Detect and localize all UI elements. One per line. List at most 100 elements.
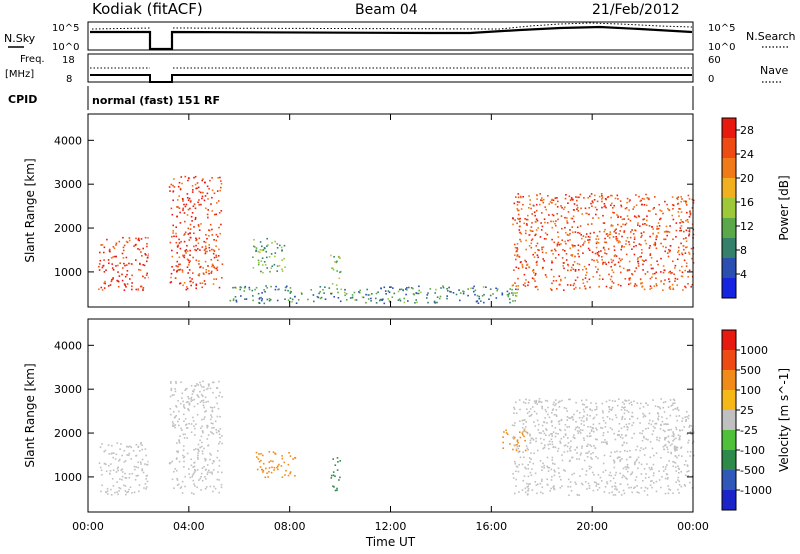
echo-cell [527, 402, 530, 404]
echo-cell [194, 218, 197, 221]
echo-cell [635, 204, 638, 206]
echo-cell [593, 231, 595, 234]
echo-cell [142, 247, 144, 250]
echo-cell [546, 400, 549, 402]
echo-cell [571, 244, 574, 246]
echo-cell [691, 284, 694, 286]
echo-cell [606, 196, 609, 199]
echo-cell [355, 299, 358, 301]
echo-cell [546, 478, 548, 481]
echo-cell [629, 277, 631, 279]
echo-cell [575, 401, 577, 404]
echo-cell [672, 408, 675, 411]
echo-cell [99, 259, 102, 262]
echo-cell [125, 477, 128, 479]
echo-cell [191, 185, 194, 187]
echo-cell [212, 469, 215, 471]
echo-cell [624, 435, 627, 437]
echo-cell [276, 265, 279, 267]
echo-cell [137, 289, 139, 291]
echo-cell [645, 242, 648, 245]
echo-cell [524, 466, 526, 469]
echo-cell [214, 487, 217, 490]
echo-cell [268, 300, 271, 302]
echo-cell [687, 276, 689, 278]
echo-cell [390, 286, 392, 288]
echo-cell [601, 410, 604, 412]
echo-cell [179, 282, 181, 285]
echo-cell [588, 450, 590, 453]
echo-cell [582, 278, 584, 281]
echo-cell [98, 462, 101, 464]
echo-cell [345, 299, 348, 301]
echo-cell [187, 259, 190, 262]
echo-cell [206, 473, 209, 475]
echo-cell [141, 469, 144, 471]
echo-cell [596, 271, 598, 273]
echo-cell [270, 253, 273, 255]
echo-cell [543, 260, 545, 262]
echo-cell [513, 408, 516, 410]
echo-cell [514, 492, 516, 495]
echo-cell [263, 289, 265, 291]
echo-cell [103, 450, 105, 453]
echo-cell [193, 232, 195, 235]
echo-cell [548, 440, 551, 443]
echo-cell [209, 179, 211, 182]
echo-cell [639, 278, 642, 280]
noise-right-tick-top: 10^5 [708, 23, 735, 34]
echo-cell [179, 222, 182, 224]
echo-cell [647, 197, 650, 200]
echo-cell [604, 205, 606, 207]
echo-cell [480, 300, 482, 302]
echo-cell [688, 233, 691, 236]
echo-cell [330, 474, 333, 477]
echo-cell [613, 212, 615, 214]
echo-cell [569, 199, 572, 201]
echo-cell [673, 399, 676, 402]
echo-cell [576, 262, 579, 265]
echo-cell [645, 259, 647, 261]
echo-cell [578, 263, 581, 266]
echo-cell [610, 275, 613, 278]
echo-cell [517, 277, 519, 280]
echo-cell [234, 286, 236, 289]
echo-cell [559, 428, 561, 431]
echo-cell [538, 249, 540, 251]
echo-cell [656, 260, 658, 262]
echo-cell [206, 426, 209, 429]
echo-cell [626, 478, 628, 480]
echo-cell [668, 429, 670, 431]
echo-cell [535, 285, 538, 288]
echo-cell [556, 206, 559, 208]
echo-cell [628, 279, 631, 281]
echo-cell [258, 460, 261, 463]
echo-cell [650, 480, 652, 483]
echo-cell [521, 432, 524, 434]
echo-cell [519, 436, 522, 439]
echo-cell [663, 269, 666, 272]
echo-cell [338, 256, 340, 259]
echo-cell [535, 440, 537, 443]
echo-cell [536, 260, 538, 263]
echo-cell [583, 410, 586, 413]
noise-search-trace [91, 22, 693, 30]
echo-cell [669, 444, 672, 447]
echo-cell [193, 398, 196, 401]
echo-cell [128, 262, 130, 265]
echo-cell [610, 285, 613, 288]
echo-cell [145, 254, 147, 256]
echo-cell [188, 402, 191, 405]
echo-cell [188, 473, 190, 475]
echo-cell [205, 486, 208, 488]
echo-cell [99, 466, 102, 469]
echo-cell [561, 206, 563, 209]
echo-cell [178, 242, 181, 244]
echo-cell [117, 264, 119, 267]
echo-cell [609, 455, 612, 458]
echo-cell [616, 194, 619, 197]
echo-cell [517, 442, 519, 444]
echo-cell [330, 477, 333, 479]
echo-cell [619, 472, 621, 475]
echo-cell [615, 238, 618, 240]
